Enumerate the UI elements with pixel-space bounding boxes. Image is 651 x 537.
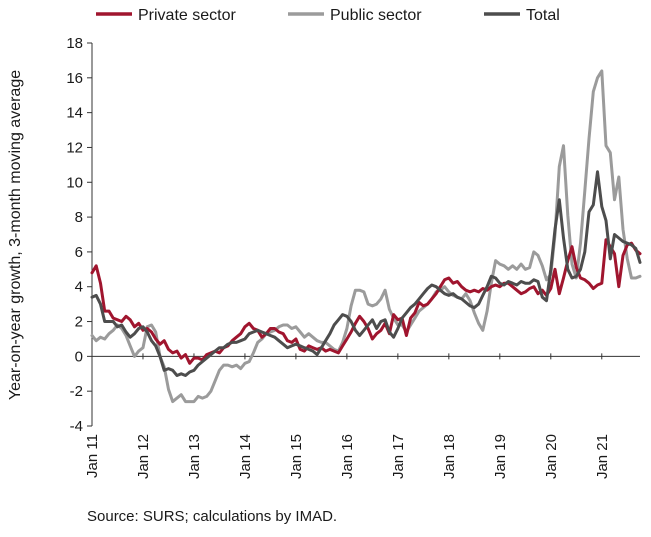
x-tick-label: Jan 14 (237, 434, 254, 479)
x-tick-label: Jan 21 (594, 434, 611, 479)
y-tick-label: 4 (75, 279, 83, 296)
y-axis-title: Year-on-year growth, 3-month moving aver… (7, 70, 24, 400)
source-note: Source: SURS; calculations by IMAD. (87, 508, 337, 525)
x-tick-label: Jan 18 (441, 434, 458, 479)
x-tick-label: Jan 15 (288, 434, 305, 479)
y-tick-label: 0 (75, 348, 83, 365)
x-tick-label: Jan 16 (339, 434, 356, 479)
y-tick-label: 18 (66, 35, 83, 52)
x-tick-label: Jan 20 (543, 434, 560, 479)
x-tick-label: Jan 11 (84, 434, 101, 478)
y-tick-label: -4 (70, 418, 83, 435)
plot-lines (90, 69, 642, 404)
y-tick-label: 10 (66, 174, 83, 191)
y-tick-label: 6 (75, 244, 83, 261)
y-tick-label: 2 (75, 314, 83, 331)
legend-label: Public sector (330, 7, 422, 24)
y-tick-label: 12 (66, 139, 83, 156)
x-axis: Jan 11 Jan 12 Jan 13 Jan 14 Jan 15 Jan 16 Jan … (84, 353, 640, 479)
x-tick-label: Jan 19 (492, 434, 509, 479)
x-tick-label: Jan 12 (135, 434, 152, 479)
y-tick-label: 14 (66, 105, 83, 122)
y-axis-title-group: Year-on-year growth, 3-month moving aver… (7, 70, 24, 400)
x-tick-label: Jan 13 (186, 434, 203, 479)
x-tick-label: Jan 17 (390, 434, 407, 479)
y-tick-label: -2 (70, 383, 83, 400)
series-line-total (90, 170, 642, 377)
y-axis: -4 -2 0 2 4 6 8 10 12 14 16 18 (66, 35, 93, 435)
legend-label: Private sector (138, 7, 236, 24)
legend: Private sector Public sector Total (96, 7, 560, 24)
y-tick-label: 16 (66, 70, 83, 87)
legend-label: Total (526, 7, 560, 24)
y-tick-label: 8 (75, 209, 83, 226)
